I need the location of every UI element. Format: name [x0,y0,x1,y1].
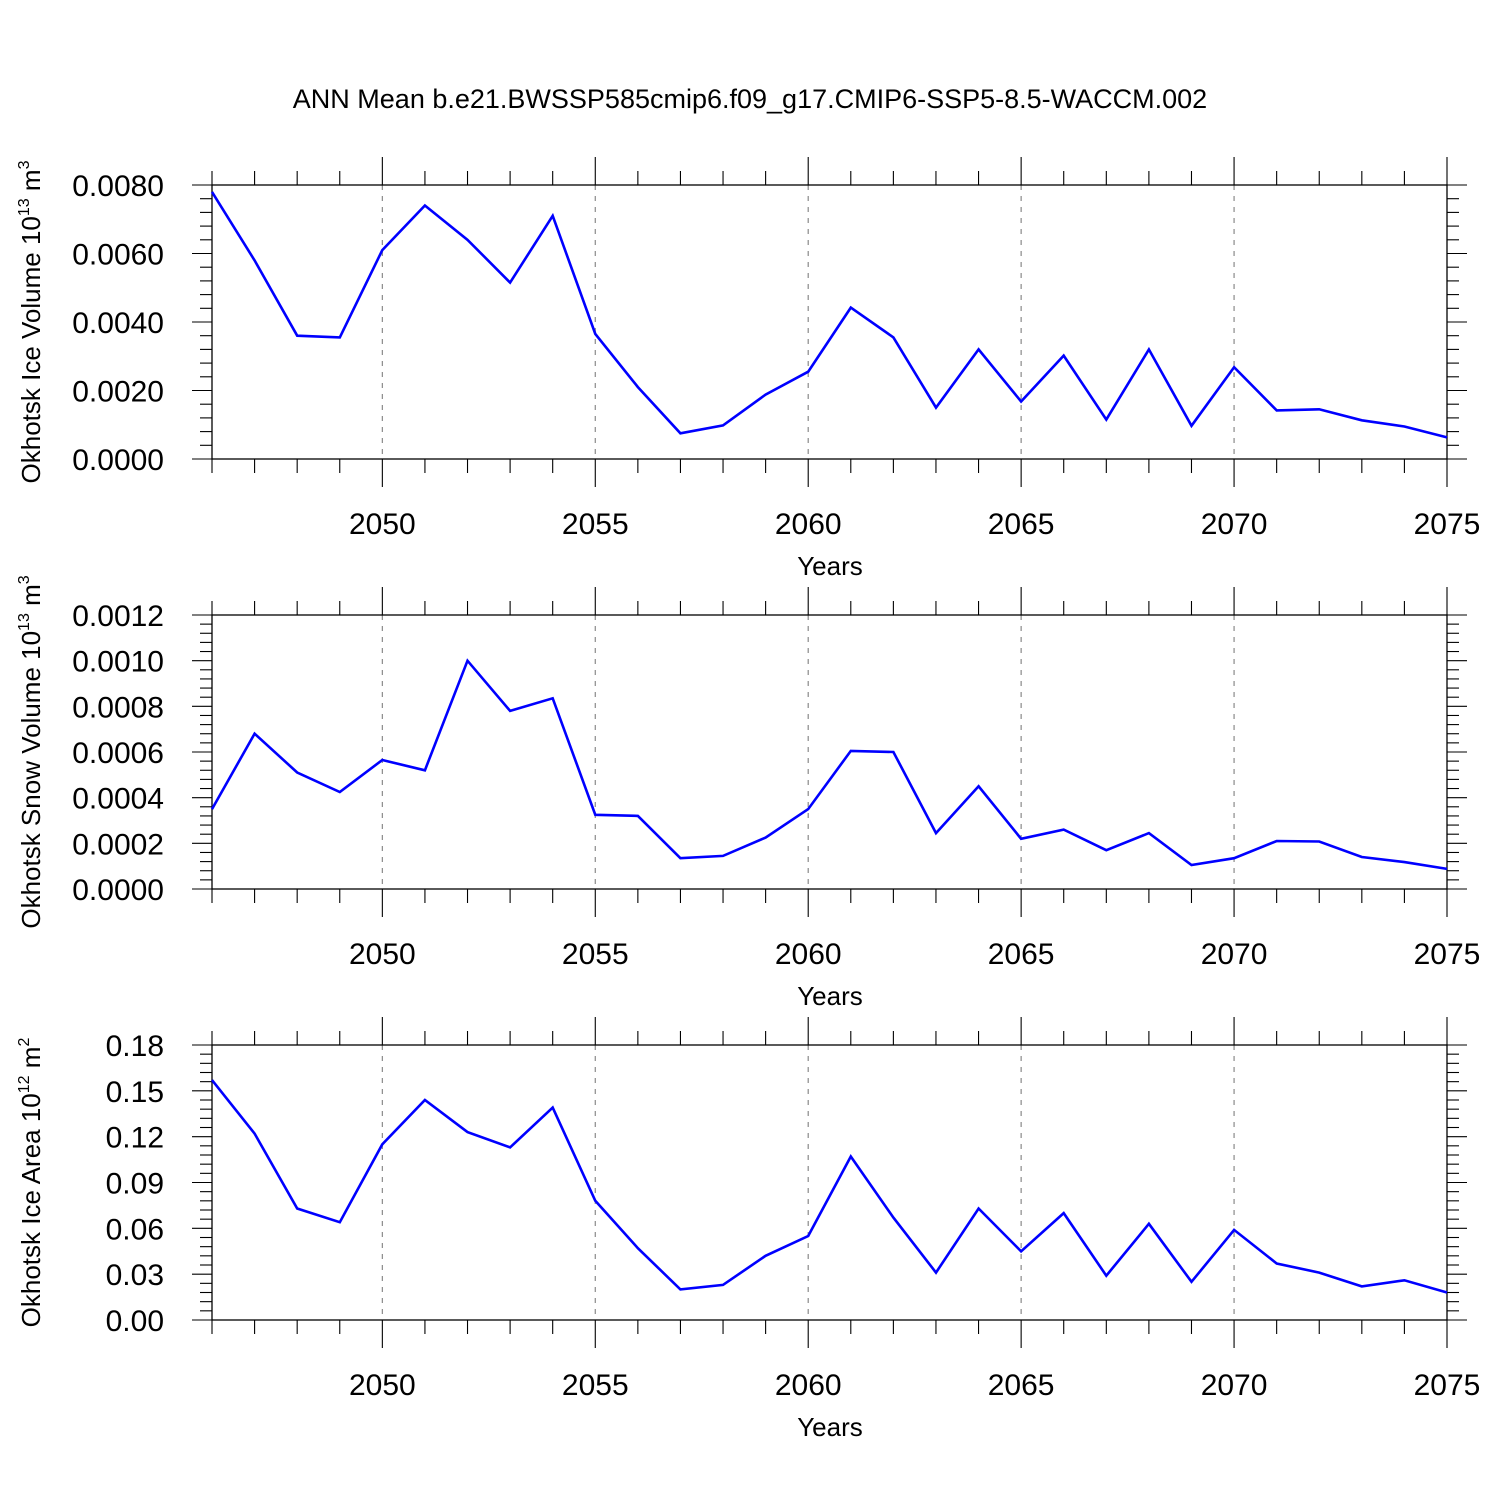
y-tick-label: 0.0002 [72,828,164,861]
y-tick-label: 0.03 [106,1259,164,1292]
y-tick-label: 0.09 [106,1168,164,1201]
y-axis-label: Okhotsk Ice Area 1012 m2 [16,1038,46,1328]
x-tick-label: 2055 [562,508,629,541]
panel-3: 0.00 0.03 0.06 0.09 0.12 0.15 0.18 2050 2055 2060… [16,1017,1480,1442]
x-tick-label: 2050 [349,1369,416,1402]
y-tick-label: 0.0020 [72,376,164,409]
x-tick-label: 2070 [1201,1369,1268,1402]
y-axis-label-text: m [16,1047,46,1076]
y-tick-label: 0.12 [106,1122,164,1155]
x-tick-label: 2075 [1414,1369,1481,1402]
y-axis-label-superscript: 12 [16,1075,33,1093]
y-axis-label-superscript: 2 [16,1038,33,1047]
y-axis-label-text: m [16,169,46,198]
x-tick-label: 2075 [1414,938,1481,971]
y-axis-label-text: Okhotsk Ice Area 10 [16,1093,46,1327]
y-axis-label-superscript: 3 [16,575,33,584]
y-tick-label: 0.0000 [72,874,164,907]
x-tick-label: 2050 [349,508,416,541]
y-tick-label: 0.15 [106,1076,164,1109]
panel-1: 0.0000 0.0020 0.0040 0.0060 0.0080 2050 2055 20… [16,157,1480,581]
x-tick-label: 2065 [988,938,1055,971]
data-series-line [210,658,1448,871]
y-tick-label: 0.0008 [72,691,164,724]
x-axis-label: Years [797,1412,863,1442]
y-tick-label: 0.0010 [72,646,164,679]
data-series-line [210,191,1448,439]
y-tick-label: 0.0000 [72,444,164,477]
x-tick-label: 2060 [775,938,842,971]
panel-2: 0.0000 0.0002 0.0004 0.0006 0.0008 0.0010 0.00… [16,575,1480,1011]
x-axis-label: Years [797,551,863,581]
y-tick-label: 0.0060 [72,239,164,272]
y-tick-label: 0.0012 [72,600,164,633]
x-tick-label: 2055 [562,1369,629,1402]
y-axis-label: Okhotsk Ice Volume 1013 m3 [16,160,46,483]
y-axis-label-text: Okhotsk Ice Volume 10 [16,216,46,483]
x-tick-label: 2075 [1414,508,1481,541]
x-axis-label: Years [797,981,863,1011]
plot-frame [211,184,1448,460]
x-tick-label: 2055 [562,938,629,971]
x-tick-label: 2070 [1201,938,1268,971]
y-tick-label: 0.0080 [72,170,164,203]
x-tick-label: 2060 [775,1369,842,1402]
x-tick-label: 2050 [349,938,416,971]
x-tick-label: 2060 [775,508,842,541]
y-axis-label-superscript: 13 [16,198,33,216]
y-tick-label: 0.0006 [72,737,164,770]
y-tick-label: 0.00 [106,1305,164,1338]
y-axis-label-superscript: 13 [16,613,33,631]
y-axis-label: Okhotsk Snow Volume 1013 m3 [16,575,46,928]
x-tick-label: 2065 [988,1369,1055,1402]
y-tick-label: 0.06 [106,1213,164,1246]
x-tick-label: 2070 [1201,508,1268,541]
data-series-line [210,1079,1448,1294]
y-axis-label-text: m [16,584,46,613]
plot-frame [211,1044,1448,1321]
y-tick-label: 0.18 [106,1030,164,1063]
y-axis-label-text: Okhotsk Snow Volume 10 [16,631,46,929]
y-tick-label: 0.0040 [72,307,164,340]
y-tick-label: 0.0004 [72,783,164,816]
x-tick-label: 2065 [988,508,1055,541]
y-axis-label-superscript: 3 [16,160,33,169]
chart-title: ANN Mean b.e21.BWSSP585cmip6.f09_g17.CMI… [293,84,1207,114]
